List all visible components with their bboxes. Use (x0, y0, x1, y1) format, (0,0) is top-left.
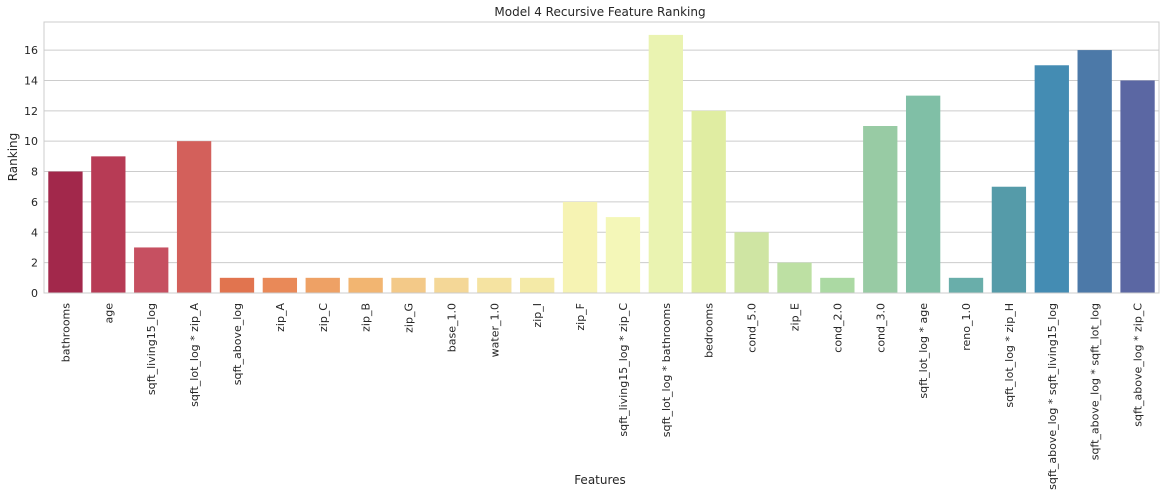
chart-title: Model 4 Recursive Feature Ranking (494, 5, 705, 19)
x-tick-label: sqft_living15_log (145, 303, 158, 395)
bar-cond-3-0 (863, 125, 898, 294)
bar-zip-a (262, 277, 298, 293)
bar-reno-1-0 (948, 277, 984, 293)
y-tick-label: 6 (31, 196, 38, 209)
y-tick-label: 12 (24, 105, 38, 118)
bar-sqft-living15-log-zip-c (605, 217, 641, 293)
y-tick-label: 0 (31, 287, 38, 300)
y-tick-label: 14 (24, 74, 38, 87)
bar-zip-g (391, 277, 426, 293)
x-tick-label: zip_B (360, 303, 373, 332)
x-tick-label: cond_3.0 (874, 303, 887, 353)
bar-zip-f (562, 201, 598, 293)
x-tick-label: base_1.0 (445, 303, 458, 352)
x-tick-labels: bathrooms age sqft_living15_log sqft_lot_lo… (59, 303, 1144, 490)
bar-sqft-lot-log-zip-a (176, 141, 212, 293)
x-tick-label: zip_G (403, 303, 416, 333)
x-tick-label: bathrooms (59, 303, 72, 362)
x-axis-label: Features (574, 473, 626, 487)
x-tick-label: zip_A (274, 303, 287, 332)
x-tick-label: zip_F (574, 303, 587, 331)
y-tick-label: 4 (31, 226, 38, 239)
y-tick-label: 10 (24, 135, 38, 148)
plot-frame (43, 21, 1160, 294)
grid-lines (44, 49, 1159, 294)
x-tick-label: sqft_above_log * sqft_living15_log (1046, 303, 1059, 490)
bar-bathrooms (48, 171, 83, 293)
bar-zip-b (348, 277, 383, 293)
bar-age (91, 156, 126, 293)
x-tick-label: sqft_above_log * zip_C (1132, 303, 1145, 427)
x-tick-label: zip_E (788, 303, 801, 331)
bar-sqft-above-log-zip-c (1120, 80, 1155, 293)
bar-zip-e (777, 262, 812, 293)
bar-cond-2-0 (820, 277, 855, 293)
y-tick-label: 16 (24, 44, 38, 57)
bars (48, 34, 1155, 294)
x-tick-label: sqft_above_log * sqft_lot_log (1089, 303, 1102, 460)
y-tick-labels: 0 2 4 6 8 10 12 14 16 (24, 44, 38, 300)
x-tick-label: cond_2.0 (831, 303, 844, 353)
x-tick-label: sqft_lot_log * zip_H (1003, 303, 1016, 408)
x-tick-label: reno_1.0 (960, 303, 973, 351)
bar-water-1-0 (477, 277, 512, 293)
bar-zip-c (305, 277, 340, 293)
plot-border (43, 21, 1160, 294)
bar-sqft-lot-log-age (905, 95, 941, 293)
x-tick-label: bedrooms (703, 303, 716, 358)
x-tick-label: sqft_above_log (231, 303, 244, 385)
x-tick-label: sqft_lot_log * zip_A (188, 303, 201, 407)
bar-base-1-0 (434, 277, 469, 293)
bar-sqft-above-log-sqft-lot-log (1077, 50, 1112, 293)
x-tick-label: sqft_lot_log * age (917, 303, 930, 399)
y-axis-label: Ranking (6, 133, 20, 182)
x-tick-label: sqft_living15_log * zip_C (617, 303, 630, 437)
bar-bedrooms (691, 110, 726, 293)
x-tick-label: age (102, 303, 115, 324)
x-tick-label: sqft_lot_log * bathrooms (660, 303, 673, 438)
bar-zip-i (520, 277, 555, 293)
y-tick-label: 8 (31, 166, 38, 179)
bar-sqft-lot-log-bathrooms (648, 34, 683, 294)
bar-sqft-lot-log-zip-h (991, 186, 1027, 293)
bar-sqft-living15-log (134, 247, 169, 293)
x-tick-label: zip_C (317, 303, 330, 332)
y-tick-label: 2 (31, 257, 38, 270)
x-tick-label: water_1.0 (488, 303, 501, 357)
bar-sqft-above-log-sqft-living15-log (1034, 65, 1069, 293)
x-tick-label: cond_5.0 (746, 303, 759, 353)
bar-sqft-above-log (219, 277, 255, 293)
bar-cond-5-0 (734, 232, 769, 293)
x-tick-label: zip_I (531, 303, 544, 328)
